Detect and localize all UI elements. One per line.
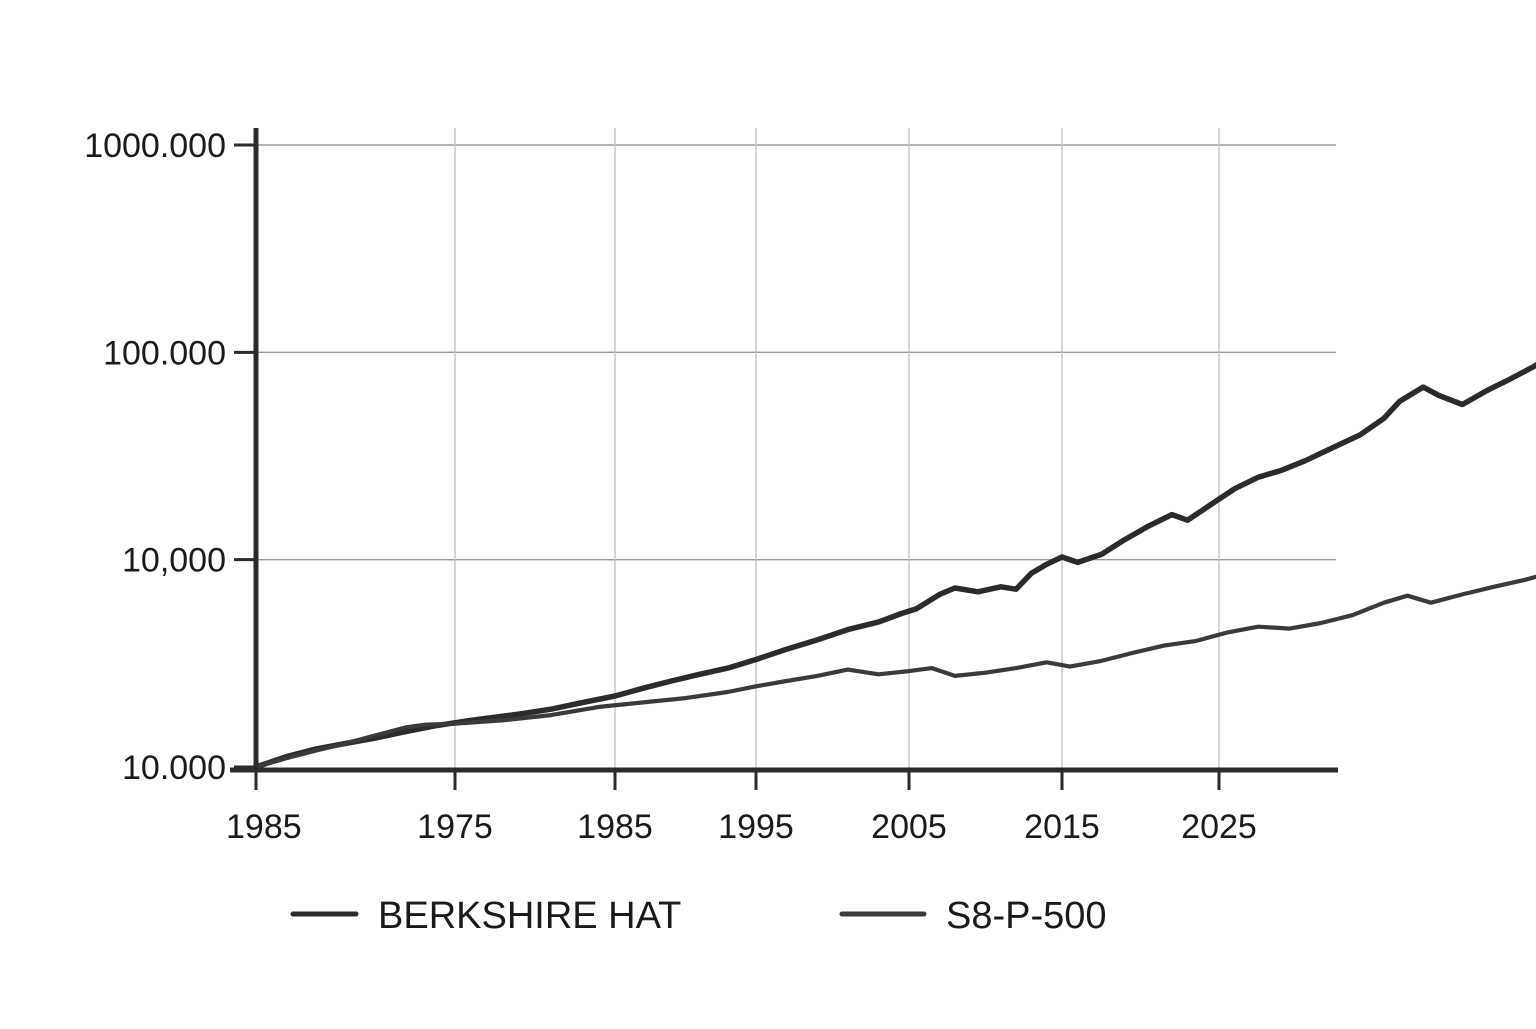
x-tick-label: 1985 <box>577 808 653 846</box>
series-lines <box>253 361 1536 770</box>
y-axis-ticks: 10.000 10,000 100.000 1000.000 <box>84 127 256 787</box>
legend-label-berkshire: BERKSHIRE HAT <box>378 895 681 937</box>
x-tick-label: 1995 <box>718 808 794 846</box>
x-tick-label: 2025 <box>1181 808 1257 846</box>
x-tick-label: 1975 <box>417 808 493 846</box>
series-line-sp500 <box>253 574 1536 770</box>
axes <box>230 128 1338 773</box>
x-tick-label: 1985 <box>226 808 302 846</box>
y-tick-label: 100.000 <box>103 334 226 372</box>
x-tick-label: 2005 <box>871 808 947 846</box>
y-tick-label: 10,000 <box>122 542 226 580</box>
grid-lines <box>256 128 1336 770</box>
series-line-berkshire <box>253 361 1536 770</box>
y-tick-label: 1000.000 <box>84 127 226 165</box>
y-tick-label: 10.000 <box>122 749 226 787</box>
legend: BERKSHIRE HAT S8-P-500 <box>290 895 1107 937</box>
x-axis-ticks: 1985 1975 1985 1995 2005 2015 2025 <box>226 770 1257 846</box>
legend-label-sp500: S8-P-500 <box>946 895 1107 937</box>
x-tick-label: 2015 <box>1024 808 1100 846</box>
